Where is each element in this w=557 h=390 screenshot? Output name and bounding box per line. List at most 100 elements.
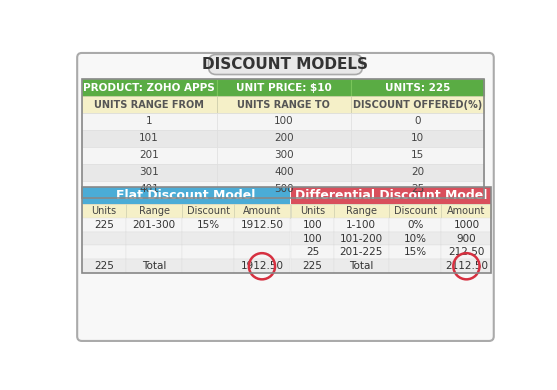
Text: UNITS RANGE TO: UNITS RANGE TO <box>237 99 330 110</box>
Text: 0: 0 <box>414 117 421 126</box>
Bar <box>234 218 290 232</box>
Bar <box>126 204 182 218</box>
Text: 100: 100 <box>274 117 294 126</box>
Bar <box>82 232 126 245</box>
Bar <box>441 245 491 259</box>
Text: 100: 100 <box>302 220 323 230</box>
Bar <box>351 130 483 147</box>
Text: Differential Discount Model: Differential Discount Model <box>295 189 487 202</box>
Text: Units: Units <box>300 206 325 216</box>
Bar <box>389 204 441 218</box>
Bar <box>234 232 290 245</box>
Bar <box>126 218 182 232</box>
Text: 15%: 15% <box>197 220 219 230</box>
Bar <box>126 259 182 273</box>
Bar <box>291 204 334 218</box>
Text: 225: 225 <box>302 261 323 271</box>
Bar <box>82 130 217 147</box>
Bar <box>82 187 290 204</box>
Bar <box>82 259 126 273</box>
Bar <box>234 204 290 218</box>
Text: Total: Total <box>142 261 167 271</box>
Bar <box>441 204 491 218</box>
Bar <box>234 245 290 259</box>
Text: PRODUCT: ZOHO APPS: PRODUCT: ZOHO APPS <box>84 83 215 92</box>
Text: 225: 225 <box>94 261 114 271</box>
Bar <box>82 96 217 113</box>
Bar <box>291 245 334 259</box>
Bar <box>291 218 334 232</box>
Text: 1-100: 1-100 <box>346 220 377 230</box>
Text: 100: 100 <box>302 234 323 243</box>
Bar <box>217 130 351 147</box>
Bar <box>82 79 217 96</box>
Text: Amount: Amount <box>447 206 486 216</box>
Bar <box>82 218 126 232</box>
Text: 15: 15 <box>411 151 424 160</box>
Text: Units: Units <box>91 206 116 216</box>
Bar <box>182 204 234 218</box>
Bar <box>291 232 334 245</box>
Text: UNIT PRICE: $10: UNIT PRICE: $10 <box>236 83 332 92</box>
Bar <box>351 147 483 164</box>
Bar <box>351 96 483 113</box>
Text: 25: 25 <box>411 184 424 194</box>
Bar <box>217 96 351 113</box>
Text: 0%: 0% <box>407 220 423 230</box>
Bar <box>334 232 389 245</box>
Text: 225: 225 <box>94 220 114 230</box>
Bar <box>441 259 491 273</box>
FancyBboxPatch shape <box>208 55 363 74</box>
Bar <box>351 181 483 198</box>
Bar <box>182 245 234 259</box>
Text: 212.50: 212.50 <box>448 247 485 257</box>
Text: 1: 1 <box>146 117 153 126</box>
Bar <box>82 79 483 198</box>
Bar <box>389 259 441 273</box>
Text: UNITS: 225: UNITS: 225 <box>385 83 450 92</box>
Text: 1912.50: 1912.50 <box>241 220 284 230</box>
Bar <box>126 232 182 245</box>
Bar <box>126 245 182 259</box>
Text: 900: 900 <box>457 234 476 243</box>
Bar <box>82 147 217 164</box>
Bar <box>351 79 483 96</box>
Text: Range: Range <box>346 206 377 216</box>
Text: 15%: 15% <box>404 247 427 257</box>
Bar <box>82 187 491 273</box>
Text: UNITS RANGE FROM: UNITS RANGE FROM <box>94 99 204 110</box>
Text: Discount: Discount <box>187 206 229 216</box>
Text: 500: 500 <box>274 184 294 194</box>
Bar <box>441 232 491 245</box>
Text: 1912.50: 1912.50 <box>241 261 284 271</box>
Bar <box>334 259 389 273</box>
Text: 300: 300 <box>274 151 294 160</box>
Bar <box>234 259 290 273</box>
Text: 1000: 1000 <box>453 220 480 230</box>
Bar <box>82 113 217 130</box>
Bar <box>389 218 441 232</box>
Bar <box>351 113 483 130</box>
Bar <box>82 181 217 198</box>
Text: Range: Range <box>139 206 170 216</box>
Bar <box>217 79 351 96</box>
Bar <box>82 245 126 259</box>
Bar <box>217 147 351 164</box>
Bar <box>217 113 351 130</box>
Bar <box>82 164 217 181</box>
Text: Flat Discount Model: Flat Discount Model <box>116 189 256 202</box>
Bar <box>389 245 441 259</box>
Text: 2112.50: 2112.50 <box>445 261 488 271</box>
Text: 201-225: 201-225 <box>340 247 383 257</box>
Bar <box>334 204 389 218</box>
FancyBboxPatch shape <box>77 53 494 341</box>
Text: 101-200: 101-200 <box>340 234 383 243</box>
Bar <box>351 164 483 181</box>
Bar <box>182 218 234 232</box>
Text: Discount: Discount <box>394 206 437 216</box>
Text: DISCOUNT MODELS: DISCOUNT MODELS <box>202 57 369 72</box>
Text: 201: 201 <box>139 151 159 160</box>
Bar <box>389 232 441 245</box>
Text: 101: 101 <box>139 133 159 144</box>
Text: Amount: Amount <box>243 206 281 216</box>
